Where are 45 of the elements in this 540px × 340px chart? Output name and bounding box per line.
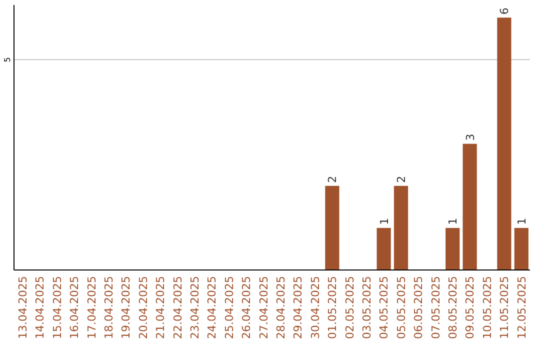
x-tick-label: 13.04.2025	[16, 276, 30, 339]
x-tick-label: 15.04.2025	[50, 276, 64, 339]
x-tick-label: 17.04.2025	[85, 276, 98, 339]
x-tick-label: 18.04.2025	[102, 276, 116, 339]
x-tick-label: 16.04.2025	[68, 276, 82, 339]
data-label: 1	[378, 218, 391, 225]
x-tick-label: 25.04.2025	[222, 276, 236, 339]
x-tick-label: 27.04.2025	[257, 276, 270, 339]
x-tick-label: 02.05.2025	[343, 276, 356, 339]
data-label: 2	[326, 176, 340, 183]
bar	[497, 18, 512, 270]
ref-line-label: 5	[3, 57, 12, 62]
data-label: 2	[395, 176, 408, 183]
bar	[394, 186, 408, 270]
bar	[376, 228, 391, 270]
x-tick-label: 04.05.2025	[378, 276, 391, 339]
x-tick-label: 26.04.2025	[240, 276, 254, 339]
x-tick-label: 01.05.2025	[326, 276, 340, 339]
x-tick-label: 19.04.2025	[120, 276, 133, 339]
x-tick-label: 11.05.2025	[498, 276, 512, 339]
x-tick-label: 08.05.2025	[446, 276, 460, 339]
data-label: 3	[464, 134, 477, 141]
bar	[446, 228, 460, 270]
x-tick-label: 20.04.2025	[136, 276, 150, 339]
x-tick-label: 07.05.2025	[429, 276, 442, 339]
x-tick-label: 28.04.2025	[274, 276, 288, 339]
data-label: 1	[515, 218, 528, 225]
x-tick-label: 21.04.2025	[154, 276, 168, 339]
bar	[325, 186, 340, 270]
x-tick-label: 12.05.2025	[515, 276, 528, 339]
x-tick-label: 29.04.2025	[292, 276, 305, 339]
x-tick-label: 14.04.2025	[34, 276, 47, 339]
data-label: 6	[498, 8, 512, 15]
x-tick-label: 03.05.2025	[360, 276, 374, 339]
x-tick-label: 05.05.2025	[394, 276, 408, 339]
x-tick-label: 09.05.2025	[464, 276, 477, 339]
x-tick-label: 24.04.2025	[206, 276, 219, 339]
x-tick-label: 10.05.2025	[480, 276, 494, 339]
x-tick-label: 06.05.2025	[412, 276, 426, 339]
data-label: 1	[446, 218, 460, 225]
x-tick-label: 23.04.2025	[188, 276, 202, 339]
bar	[462, 144, 477, 270]
x-tick-label: 30.04.2025	[308, 276, 322, 339]
bar	[514, 228, 528, 270]
x-tick-label: 22.04.2025	[171, 276, 184, 339]
